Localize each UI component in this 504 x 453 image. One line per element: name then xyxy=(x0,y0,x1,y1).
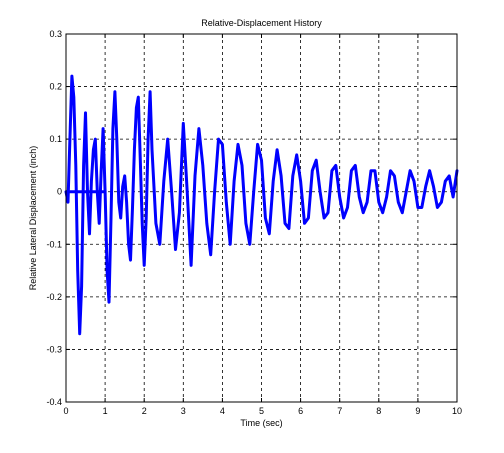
x-tick-label: 5 xyxy=(259,406,264,416)
x-tick-label: 0 xyxy=(63,406,68,416)
x-tick-label: 1 xyxy=(103,406,108,416)
y-tick-label: -0.2 xyxy=(46,292,62,302)
x-tick-label: 10 xyxy=(452,406,462,416)
y-tick-label: -0.3 xyxy=(46,344,62,354)
y-tick-label: -0.4 xyxy=(46,397,62,407)
y-tick-label: -0.1 xyxy=(46,239,62,249)
y-axis-label: Relative Lateral Displacement (inch) xyxy=(28,146,38,291)
x-tick-label: 6 xyxy=(298,406,303,416)
x-tick-label: 4 xyxy=(220,406,225,416)
y-tick-label: 0 xyxy=(57,187,62,197)
grid xyxy=(66,34,457,402)
plot-border xyxy=(65,33,458,403)
y-tick-label: 0.3 xyxy=(49,29,62,39)
x-tick-label: 8 xyxy=(376,406,381,416)
y-tick-label: 0.1 xyxy=(49,134,62,144)
chart-title: Relative-Displacement History xyxy=(201,18,322,28)
x-tick-label: 3 xyxy=(181,406,186,416)
x-axis-label: Time (sec) xyxy=(240,418,282,428)
y-tick-label: 0.2 xyxy=(49,82,62,92)
x-tick-label: 9 xyxy=(415,406,420,416)
x-tick-label: 7 xyxy=(337,406,342,416)
x-tick-label: 2 xyxy=(142,406,147,416)
displacement-series-line xyxy=(64,74,459,336)
series-layer xyxy=(64,74,459,336)
